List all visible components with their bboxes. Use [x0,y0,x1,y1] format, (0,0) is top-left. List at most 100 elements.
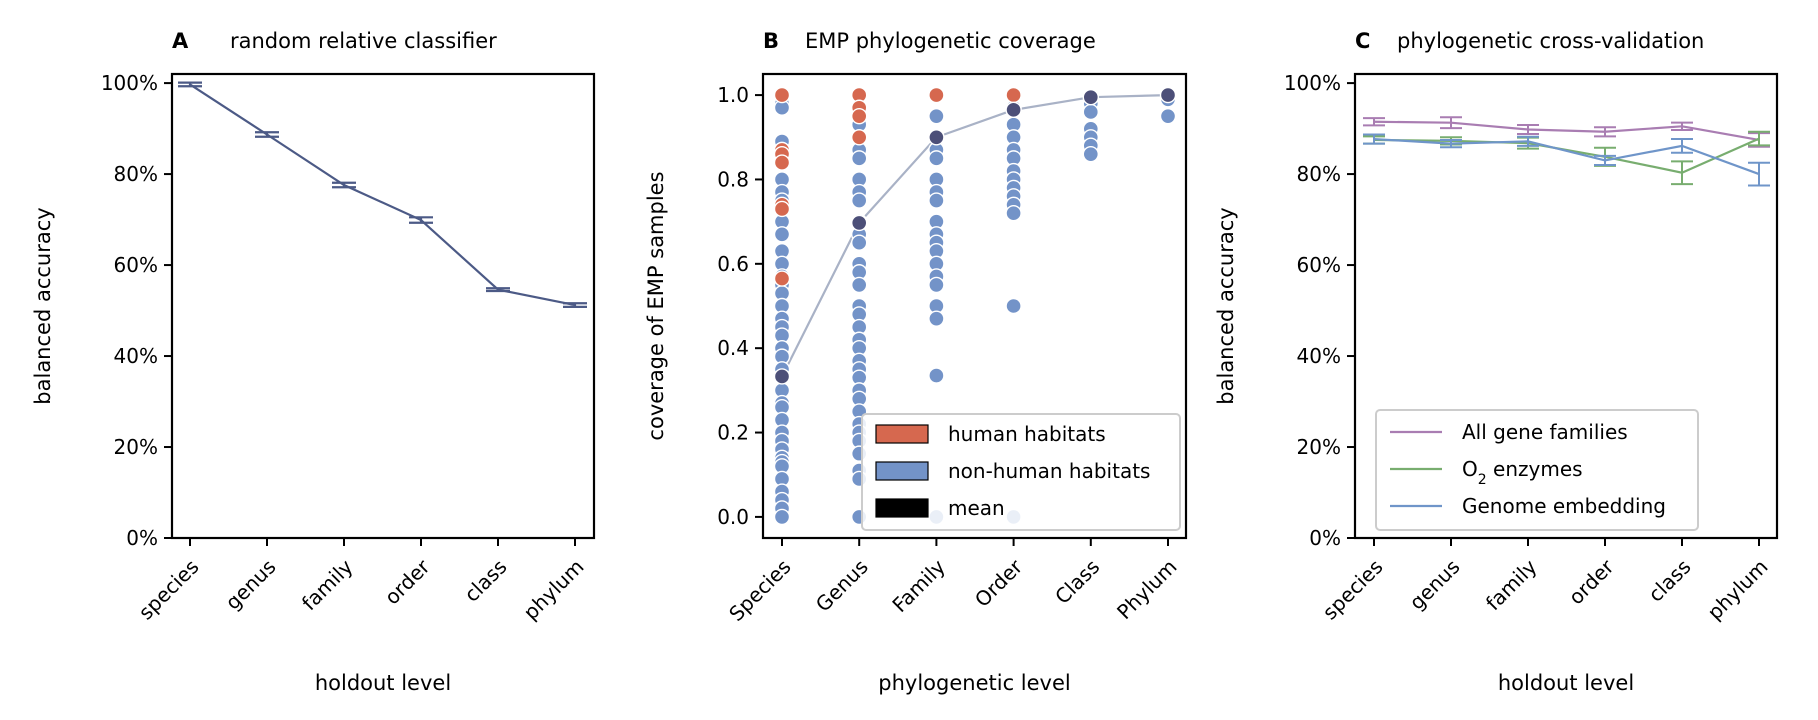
y-tick-label: 80% [114,162,158,186]
point-non-human [1082,145,1100,163]
panel-letter: A [172,29,189,53]
legend-box [861,413,1181,531]
point-non-human [1005,204,1022,222]
legend-label: non-human habitats [948,459,1150,483]
legend-swatch [875,498,929,518]
panel-letter: C [1355,29,1370,53]
x-tick-label: class [459,555,511,607]
x-tick-label: species [134,555,204,625]
point-non-human [928,310,945,327]
y-tick-label: 100% [101,71,158,95]
point-non-human [1082,103,1100,121]
x-axis-label: holdout level [315,671,451,695]
y-axis-label: coverage of EMP samples [644,171,668,440]
y-tick-label: 60% [1297,253,1341,277]
x-tick-label: Species [724,555,795,626]
point-non-human [928,150,945,167]
y-tick-label: 100% [1284,71,1341,95]
y-tick-label: 0% [126,526,158,550]
point-non-human [773,508,791,526]
point-non-human [851,276,868,294]
point-non-human [1005,297,1022,315]
x-tick-label: genus [221,555,281,615]
point-non-human [1159,107,1177,125]
y-tick-label: 1.0 [717,83,749,107]
x-tick-label: order [380,554,435,609]
panel-letter: B [763,29,779,53]
legend-label-part: enzymes [1487,457,1583,481]
point-human [773,86,791,104]
x-tick-label: Genus [811,555,873,617]
y-tick-label: 20% [114,435,158,459]
x-tick-label: phylum [1703,555,1773,625]
chart-title: random relative classifier [230,29,497,53]
y-tick-label: 20% [1297,435,1341,459]
point-mean [1159,86,1177,104]
series-line [1373,137,1760,174]
y-tick-label: 60% [114,253,158,277]
plot-frame [1353,72,1779,540]
y-axis-label: balanced accuracy [31,207,55,404]
series-line [189,83,576,307]
point-human [773,270,791,287]
y-tick-label: 40% [1297,344,1341,368]
y-tick-label: 0% [1309,526,1341,550]
y-tick-label: 0.8 [717,167,749,191]
legend-label: Genome embedding [1462,494,1666,518]
point-non-human [851,192,868,209]
point-non-human [773,226,791,243]
x-axis-label: phylogenetic level [878,671,1070,695]
mean-line [781,93,1169,377]
point-human [851,107,868,125]
x-tick-label: class [1643,555,1695,607]
y-tick-label: 80% [1297,162,1341,186]
point-mean [1005,101,1022,119]
point-non-human [851,234,868,251]
legend-label: human habitats [948,422,1106,446]
point-human [1005,86,1022,104]
x-tick-label: species [1318,555,1388,625]
point-mean [851,214,868,232]
x-tick-label: family [1481,554,1542,615]
point-non-human [928,367,945,384]
y-tick-label: 0.0 [717,505,749,529]
legend-swatch [875,461,929,481]
legend-label-subscript: 2 [1478,472,1487,488]
chart-title: EMP phylogenetic coverage [805,29,1096,53]
y-axis-label: balanced accuracy [1214,207,1238,404]
x-tick-label: Order [970,554,1028,612]
legend-label-part: O [1462,457,1478,481]
point-human [851,129,868,146]
legend-label: mean [948,496,1005,520]
legend-label: All gene families [1462,420,1628,444]
y-tick-label: 0.2 [717,421,749,445]
plot-frame [761,72,1188,540]
legend-swatch [875,424,929,444]
point-non-human [928,276,945,294]
x-tick-label: Class [1050,555,1104,609]
legend-label: O2 enzymes [1462,457,1583,488]
y-tick-label: 0.6 [717,252,749,276]
point-human [773,154,791,171]
y-tick-label: 0.4 [717,336,749,360]
x-tick-label: phylum [519,555,589,625]
legend-box [1375,409,1699,531]
point-human [773,200,791,218]
plot-frame [170,72,596,540]
point-non-human [928,192,945,209]
series-line [1373,137,1760,176]
point-mean [928,129,945,146]
legend: human habitats non-human habitats mean [861,413,1181,531]
legend: All gene families O2 enzymes Genome embedd… [1375,409,1699,531]
x-tick-label: Family [887,554,950,617]
point-human [928,86,945,104]
y-tick-label: 40% [114,344,158,368]
x-tick-label: order [1564,554,1619,609]
x-tick-label: Phylum [1112,555,1182,625]
x-axis-label: holdout level [1498,671,1634,695]
point-mean [773,368,791,385]
point-non-human [928,107,945,125]
